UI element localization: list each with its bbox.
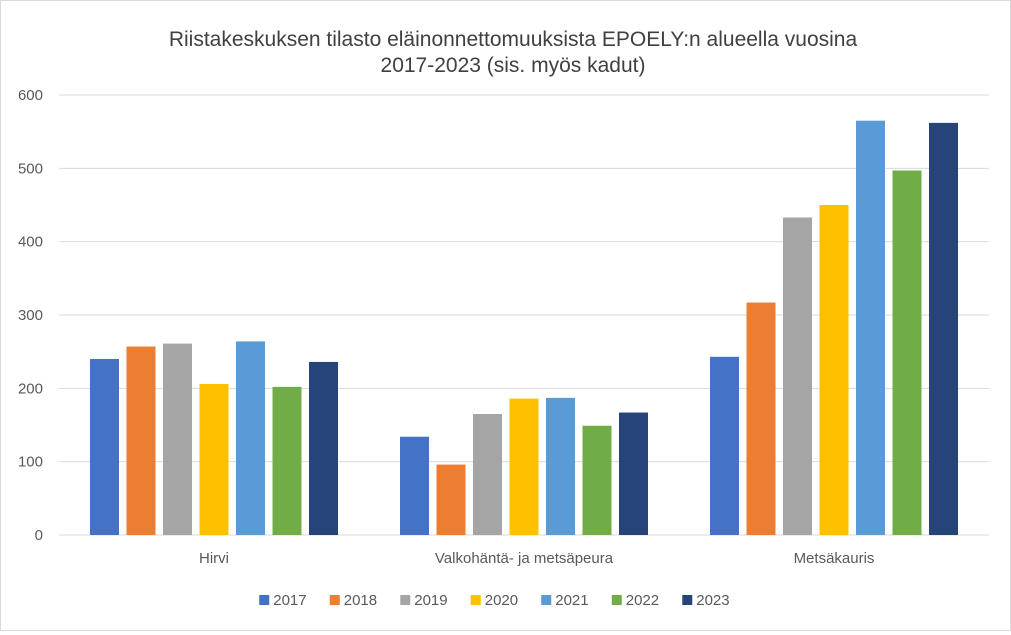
- bar-2023-1: [309, 361, 338, 535]
- legend-swatch-2021: [541, 595, 552, 605]
- bar-2022-2: [582, 425, 612, 535]
- bar-2020-1: [199, 383, 229, 535]
- y-axis-ticks: 0 100 200 300 400 500 600: [18, 87, 43, 544]
- bar-2018-1: [126, 346, 156, 535]
- bar-2023-2: [619, 412, 648, 535]
- bar-2017-2: [400, 436, 429, 535]
- bar-2020-3: [819, 205, 849, 535]
- y-tick-label: 0: [35, 527, 43, 544]
- legend-swatch-2022: [611, 595, 622, 605]
- bar-2019-2: [473, 414, 502, 535]
- legend-swatch-2023: [682, 595, 693, 605]
- category-label: Metsäkauris: [794, 550, 875, 567]
- legend-swatch-2018: [329, 595, 340, 605]
- legend-label-2019: 2019: [414, 592, 447, 609]
- bar-2018-2: [436, 464, 466, 535]
- legend: 2017 2018 2019 2020 2021 2022 2023: [259, 592, 730, 609]
- legend-label-2018: 2018: [344, 592, 377, 609]
- chart-title-line-1: Riistakeskuksen tilasto eläinonnettomuuk…: [169, 28, 858, 51]
- bar-2018-3: [746, 302, 776, 535]
- legend-swatch-2020: [470, 595, 481, 605]
- bar-2021-1: [236, 341, 265, 535]
- bar-2022-1: [272, 386, 302, 535]
- bar-2020-2: [509, 398, 539, 535]
- chart-title-line-2: 2017-2023 (sis. myös kadut): [381, 54, 646, 77]
- y-tick-label: 500: [18, 160, 43, 177]
- bar-2017-3: [710, 356, 739, 535]
- y-tick-label: 600: [18, 87, 43, 104]
- y-tick-label: 300: [18, 307, 43, 324]
- legend-swatch-2017: [259, 595, 270, 605]
- category-label: Valkohäntä- ja metsäpeura: [435, 550, 614, 567]
- bar-2022-3: [892, 170, 922, 536]
- y-tick-label: 400: [18, 234, 43, 251]
- bar-2019-3: [783, 217, 812, 535]
- legend-label-2021: 2021: [555, 592, 588, 609]
- bar-2017-1: [90, 359, 119, 535]
- legend-label-2017: 2017: [273, 592, 306, 609]
- bar-2019-1: [163, 343, 192, 535]
- bar-2021-3: [856, 120, 885, 536]
- y-tick-label: 200: [18, 380, 43, 397]
- bars: [90, 120, 958, 536]
- legend-label-2023: 2023: [696, 592, 729, 609]
- bar-2023-3: [929, 122, 958, 535]
- legend-swatch-2019: [400, 595, 411, 605]
- category-labels: Hirvi Valkohäntä- ja metsäpeura Metsäkauri…: [199, 550, 874, 567]
- y-tick-label: 100: [18, 454, 43, 471]
- legend-label-2022: 2022: [626, 592, 659, 609]
- bar-2021-2: [546, 397, 575, 535]
- legend-label-2020: 2020: [485, 592, 518, 609]
- category-label: Hirvi: [199, 550, 229, 567]
